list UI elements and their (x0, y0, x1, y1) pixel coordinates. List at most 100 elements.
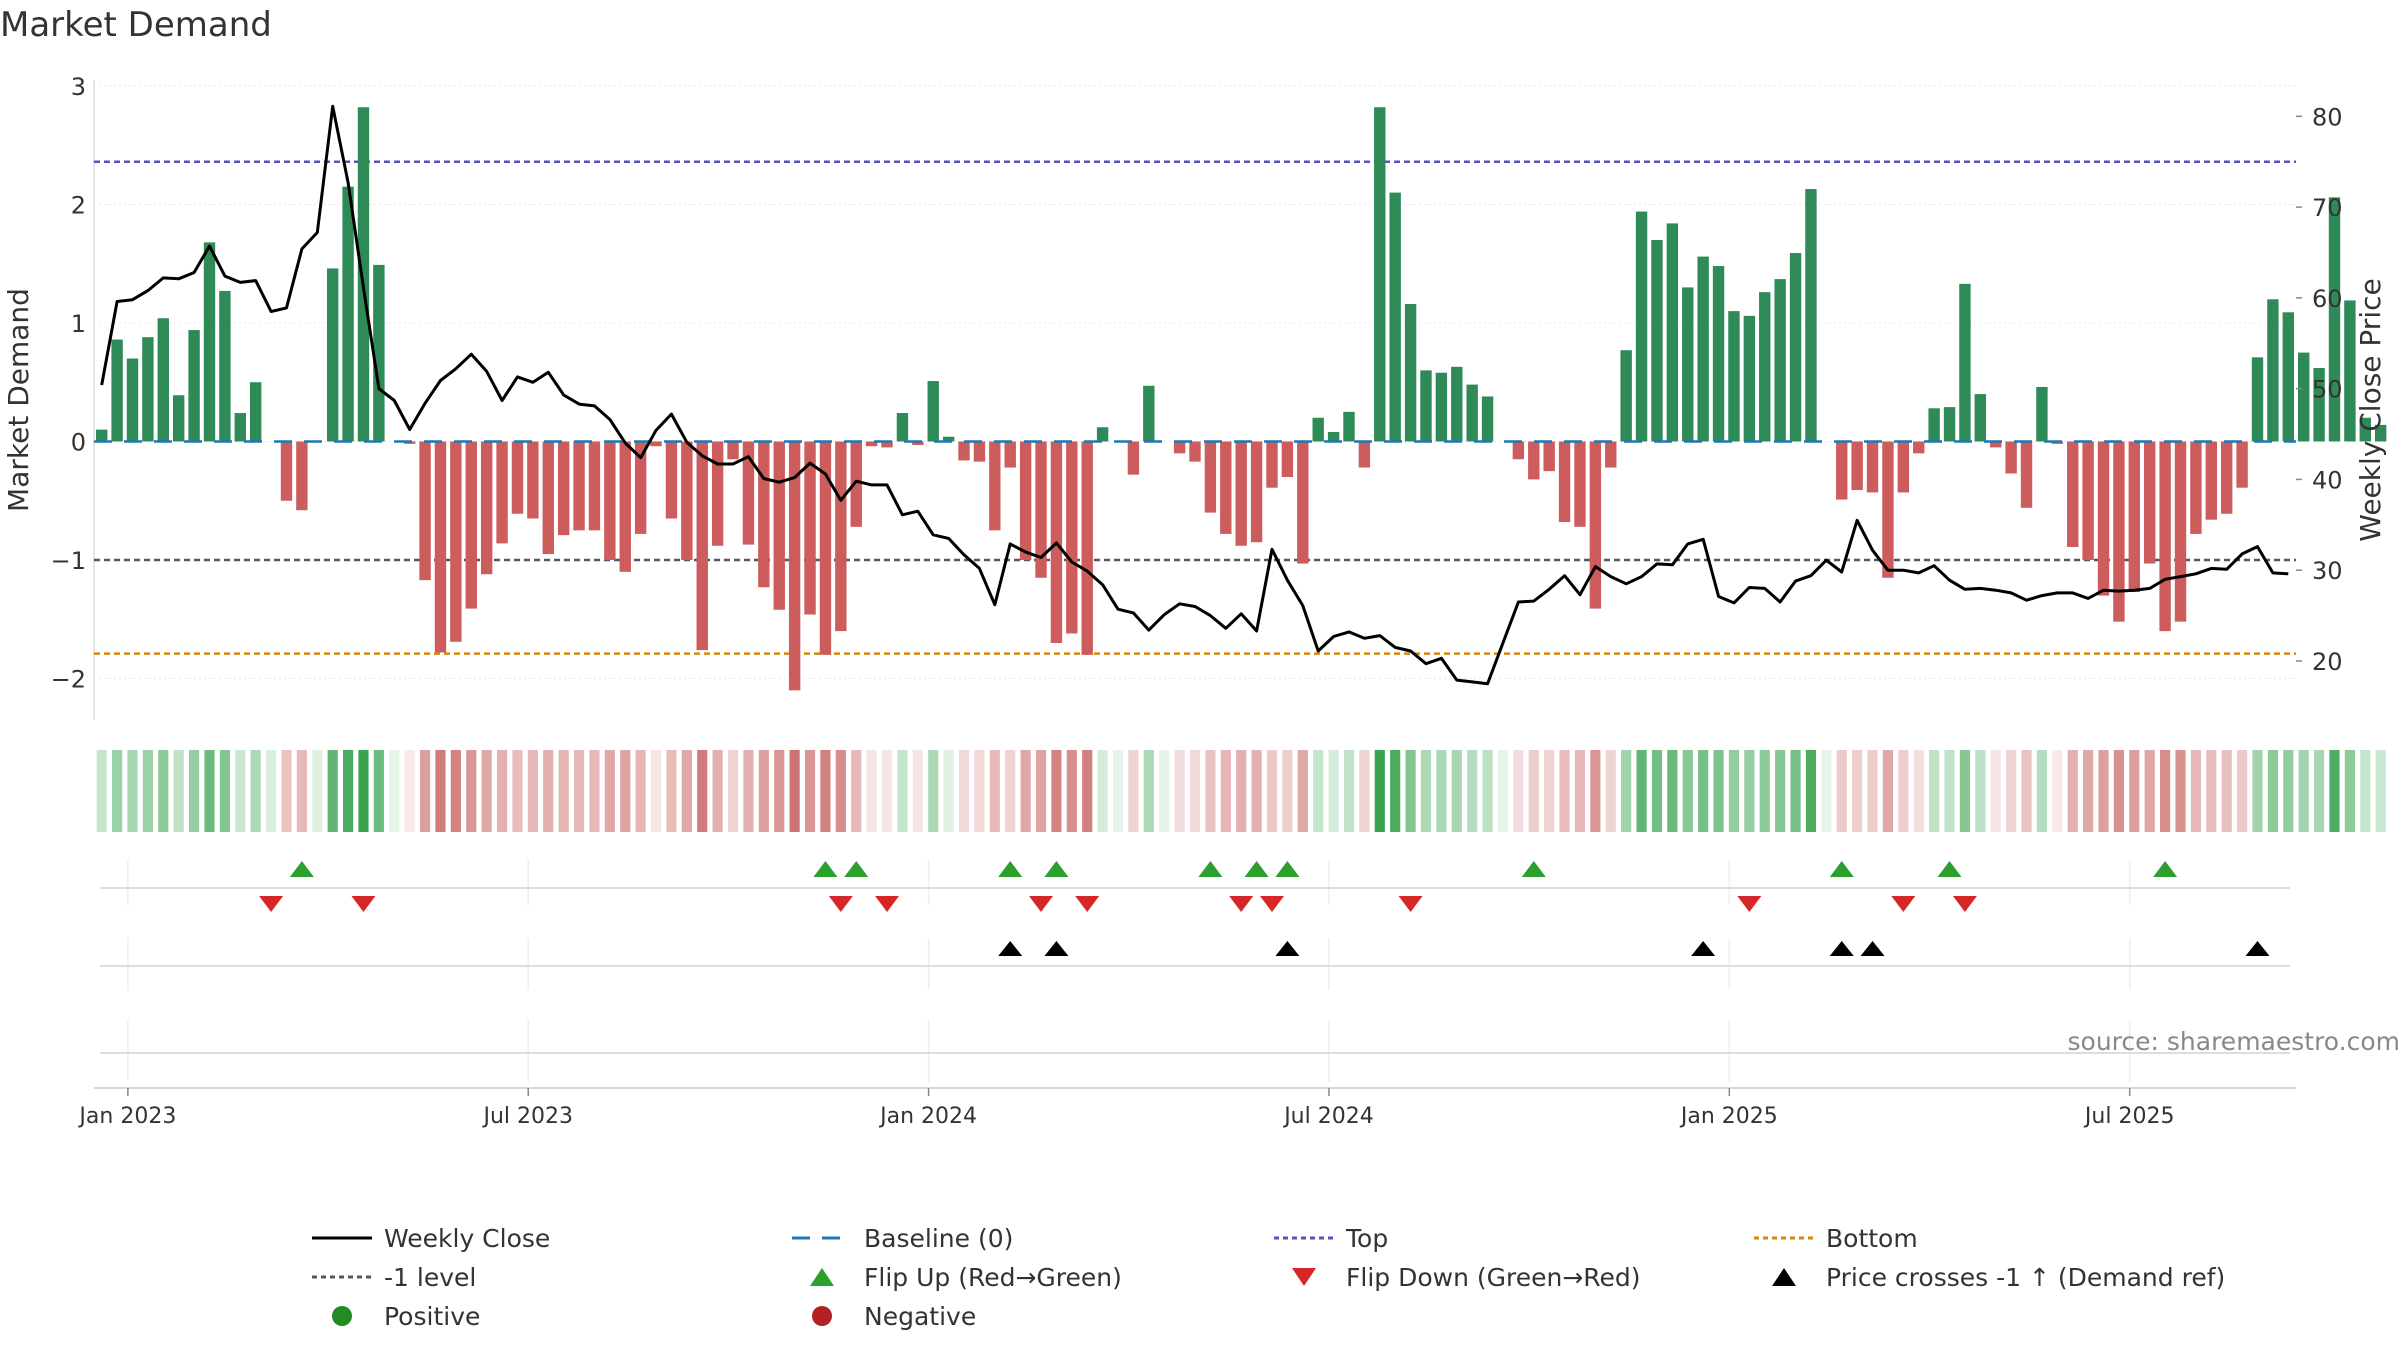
legend-item: Flip Up (Red→Green) (810, 1263, 1122, 1292)
demand-bar (742, 441, 755, 545)
y-axis-right: 20 30 40 50 60 70 80 (2296, 103, 2343, 676)
heat-cell (1590, 750, 1601, 832)
demand-bar (2082, 441, 2094, 560)
heat-cell (327, 750, 338, 832)
price-cross-marker (1044, 941, 1069, 956)
heat-cell (958, 750, 970, 832)
x-tick-label: Jul 2024 (1282, 1104, 1374, 1129)
heat-cell (2067, 750, 2078, 832)
heat-cell (1374, 750, 1385, 832)
heat-cell (1082, 750, 1093, 832)
heat-cell (635, 750, 646, 832)
demand-bar (2328, 197, 2341, 442)
heat-cell (2036, 750, 2048, 832)
demand-bars (96, 107, 2387, 691)
heat-cell (142, 750, 153, 832)
heat-cell (389, 750, 400, 832)
demand-bar (1435, 372, 1448, 442)
demand-bar (1574, 441, 1586, 527)
flip-down-marker (1952, 896, 1977, 912)
heat-cell (1867, 750, 1878, 832)
flip-down-marker (351, 896, 376, 912)
heat-cell (1112, 750, 1124, 832)
legend-item: Price crosses -1 ↑ (Demand ref) (1772, 1263, 2225, 1292)
legend: Weekly Close Baseline (0) Top Bottom -1 leve… (312, 1224, 2225, 1331)
heat-cell (2129, 750, 2140, 832)
demand-bar (1666, 223, 1679, 442)
demand-bar (1281, 441, 1294, 478)
y-tick-label: 0 (71, 428, 86, 456)
demand-bar (1189, 441, 1201, 462)
heat-cell (266, 750, 277, 832)
demand-bar (2236, 441, 2248, 488)
demand-bar (1220, 441, 1232, 534)
demand-bar (557, 441, 570, 536)
demand-bar (1481, 396, 1494, 442)
heat-cell (127, 750, 138, 832)
heat-cell (666, 750, 677, 832)
demand-bar (2128, 441, 2141, 592)
demand-bar (1605, 441, 1617, 468)
heat-cell (650, 750, 662, 832)
heat-cell (1266, 750, 1278, 832)
legend-symbol-positive (332, 1306, 352, 1326)
demand-bar (1789, 253, 1802, 442)
heat-cell (974, 750, 985, 832)
demand-bar (1589, 441, 1602, 609)
demand-bar (480, 441, 493, 575)
x-tick-label: Jul 2023 (481, 1104, 573, 1129)
demand-bar (1558, 441, 1571, 523)
flip-markers-panel (100, 860, 2290, 912)
heat-cell (681, 750, 692, 832)
demand-bar (2282, 312, 2294, 442)
heat-cell (219, 750, 230, 832)
heat-cell (1559, 750, 1570, 832)
heat-cell (512, 750, 523, 832)
demand-bar (1743, 315, 1756, 442)
demand-bar (1651, 240, 1663, 442)
demand-bar (1173, 441, 1186, 454)
heat-cell (912, 750, 923, 832)
legend-label: Top (1345, 1224, 1388, 1253)
heat-cell (789, 750, 800, 832)
demand-bar (1420, 370, 1432, 442)
x-tick-label: Jan 2025 (1679, 1104, 1778, 1129)
heat-cell (1805, 750, 1817, 832)
demand-bar (2005, 441, 2017, 474)
demand-bar (1096, 427, 1109, 442)
demand-bar (450, 441, 462, 642)
heat-cell (2175, 750, 2186, 832)
demand-bar (2174, 441, 2187, 622)
heat-cell (1313, 750, 1324, 832)
legend-item: Weekly Close (312, 1224, 550, 1253)
heat-cell (835, 750, 846, 832)
heat-cell (727, 750, 739, 832)
demand-bar (1343, 411, 1355, 442)
demand-bar (1019, 441, 1032, 560)
legend-item: Top (1274, 1224, 1388, 1253)
heat-cell (2375, 750, 2386, 832)
heat-cell (1220, 750, 1231, 832)
demand-bar (604, 441, 616, 560)
heat-cell (2267, 750, 2278, 832)
flip-down-marker (1891, 896, 1916, 912)
legend-symbol-flip-down (1292, 1268, 1316, 1286)
legend-item: Bottom (1754, 1224, 1918, 1253)
demand-bar (650, 441, 662, 447)
demand-bar (249, 382, 262, 442)
y-tick-label: −2 (51, 666, 86, 694)
demand-bar (989, 441, 1001, 531)
heat-cell (1929, 750, 1940, 832)
demand-bar (2313, 368, 2325, 442)
flip-up-marker (1044, 861, 1069, 877)
heat-cell (1189, 750, 1201, 832)
demand-bar (157, 318, 169, 442)
y2-tick-label: 70 (2312, 194, 2343, 222)
flip-up-marker (844, 861, 869, 877)
demand-bar (188, 330, 200, 442)
heat-cell (2098, 750, 2109, 832)
demand-bar (234, 413, 246, 442)
demand-bar (850, 441, 862, 527)
demand-bar (511, 441, 524, 514)
demand-bar (280, 441, 293, 501)
